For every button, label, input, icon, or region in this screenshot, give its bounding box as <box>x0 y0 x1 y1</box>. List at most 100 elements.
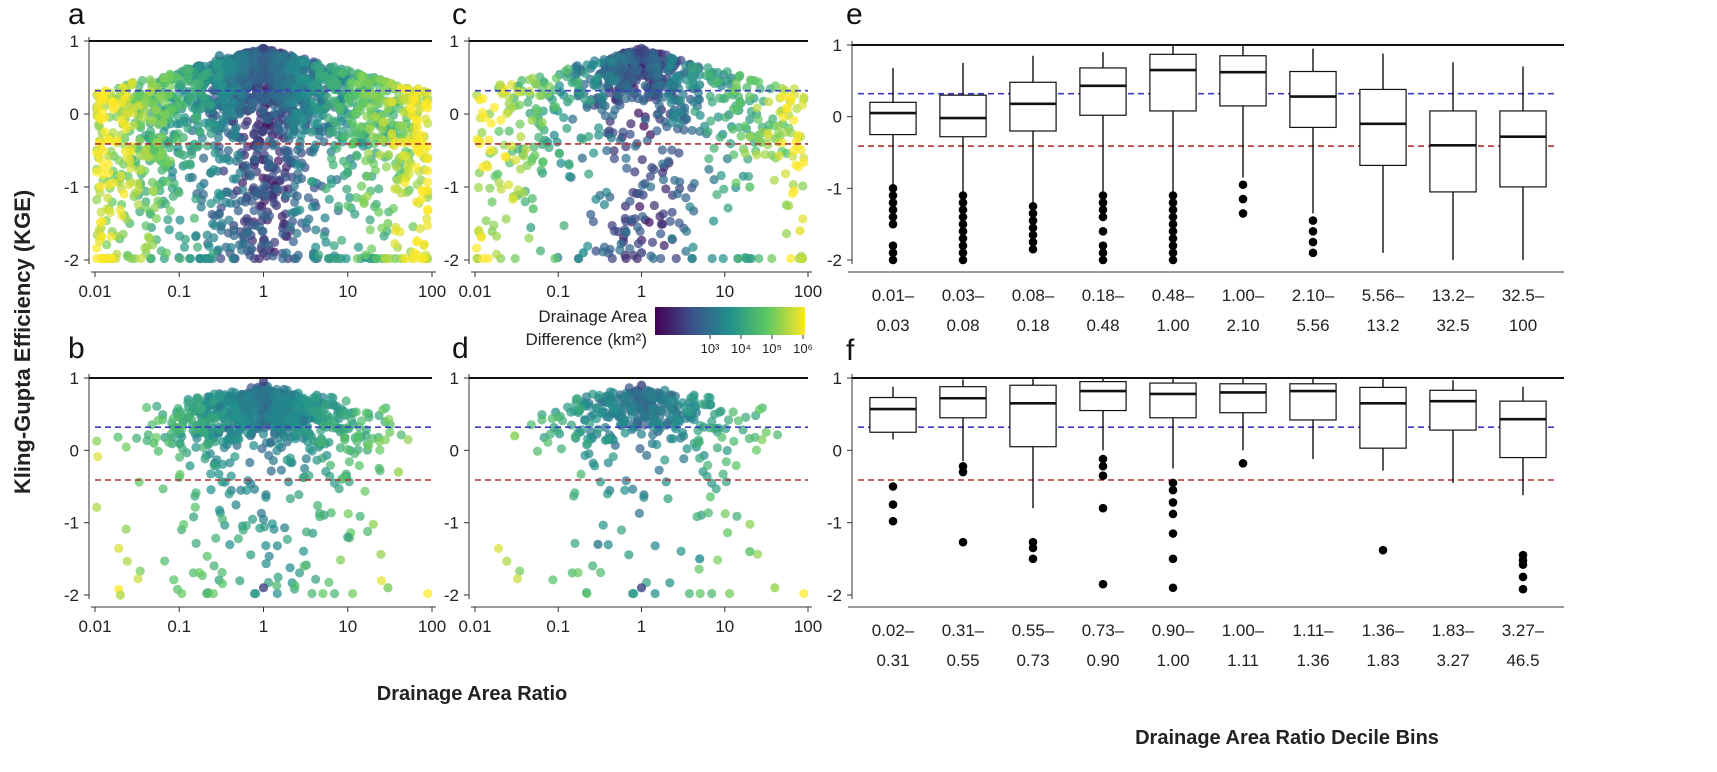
scatter-point <box>575 403 585 413</box>
scatter-point <box>309 118 319 129</box>
scatter-point <box>688 242 698 252</box>
scatter-point <box>504 180 514 190</box>
scatter-point <box>352 151 362 161</box>
scatter-point <box>763 140 773 150</box>
scatter-point <box>487 197 497 207</box>
scatter-point <box>592 73 602 83</box>
scatter-point <box>95 182 106 192</box>
scatter-point <box>230 129 240 139</box>
scatter-point <box>690 106 700 116</box>
scatter-point <box>235 576 245 586</box>
scatter-point <box>282 455 292 465</box>
scatter-point <box>570 538 580 548</box>
scatter-point <box>753 77 764 87</box>
scatter-point <box>679 454 689 464</box>
y-tick-label: -1 <box>64 514 79 533</box>
scatter-point <box>548 575 558 585</box>
scatter-point <box>121 124 131 134</box>
scatter-point <box>214 210 224 220</box>
scatter-point <box>709 423 719 433</box>
scatter-point <box>640 81 650 91</box>
scatter-point-sample <box>214 51 225 61</box>
scatter-point <box>620 428 630 438</box>
scatter-point <box>266 466 276 476</box>
scatter-point <box>228 174 239 184</box>
scatter-point <box>338 68 348 79</box>
scatter-point <box>650 588 660 599</box>
scatter-point <box>291 253 301 264</box>
scatter-point <box>292 175 303 185</box>
box-iqr <box>1149 53 1197 112</box>
scatter-point <box>594 390 604 400</box>
scatter-point <box>365 225 375 235</box>
scatter-point <box>422 186 432 196</box>
box-iqr <box>1149 382 1197 419</box>
panel-d: d0.01 0.1 1 10 100-2-101 <box>444 332 822 636</box>
scatter-point <box>709 216 719 226</box>
scatter-point <box>677 427 688 438</box>
scatter-point <box>246 171 256 181</box>
colorbar-tick-label: 10⁴ <box>731 341 751 356</box>
scatter-point <box>96 232 106 242</box>
box-iqr <box>1079 67 1127 116</box>
scatter-point <box>281 191 291 201</box>
box-iqr <box>1219 55 1267 107</box>
y-tick-label: -2 <box>827 586 842 605</box>
scatter-point <box>292 145 303 155</box>
scatter-point <box>196 403 207 413</box>
scatter-point <box>249 440 259 451</box>
scatter-point <box>285 222 296 232</box>
scatter-point <box>594 123 604 133</box>
scatter-point <box>703 127 713 137</box>
scatter-point <box>272 541 282 551</box>
scatter-point <box>625 85 635 95</box>
scatter-point <box>409 247 419 257</box>
x-tick-label: 1.00 <box>1156 651 1189 670</box>
scatter-point-sample <box>258 583 269 593</box>
scatter-point <box>728 407 738 417</box>
scatter-point <box>551 73 561 83</box>
scatter-point <box>598 247 608 257</box>
scatter-point <box>695 588 705 599</box>
scatter-point <box>237 245 247 255</box>
scatter-point <box>590 461 600 471</box>
scatter-point <box>668 434 678 444</box>
scatter-point <box>243 429 253 439</box>
outlier-point <box>1168 554 1178 564</box>
x-tick-label: 10 <box>715 282 734 301</box>
scatter-point <box>317 453 327 463</box>
scatter-point <box>200 454 210 464</box>
scatter-point <box>648 430 658 440</box>
scatter-point <box>177 423 187 434</box>
scatter-point <box>616 525 627 535</box>
y-tick-label: 0 <box>450 441 459 460</box>
scatter-point <box>601 187 612 197</box>
scatter-point <box>654 465 664 475</box>
scatter-point <box>639 410 649 420</box>
scatter-point <box>660 455 670 465</box>
scatter-point <box>212 58 222 68</box>
scatter-point <box>648 48 658 59</box>
scatter-point <box>423 87 433 98</box>
outlier-point <box>1098 503 1108 513</box>
scatter-point <box>249 205 259 216</box>
scatter-point <box>714 93 725 103</box>
scatter-point <box>728 124 738 134</box>
scatter-point <box>244 80 254 90</box>
outlier-point <box>1098 227 1108 236</box>
scatter-point <box>187 415 197 425</box>
colorbar-gradient <box>655 307 805 335</box>
scatter-point <box>613 90 623 100</box>
scatter-point <box>764 97 774 107</box>
scatter-point <box>320 399 330 409</box>
scatter-point <box>161 248 171 258</box>
scatter-point <box>231 500 241 510</box>
scatter-point <box>344 457 354 467</box>
x-tick-label: 0.31– <box>942 621 985 640</box>
panel-e: e-2-1010.01–0.030.03–0.080.08–0.180.18–0… <box>827 0 1564 335</box>
scatter-point-sample <box>745 547 755 557</box>
scatter-point <box>559 220 569 231</box>
scatter-point <box>656 219 667 229</box>
